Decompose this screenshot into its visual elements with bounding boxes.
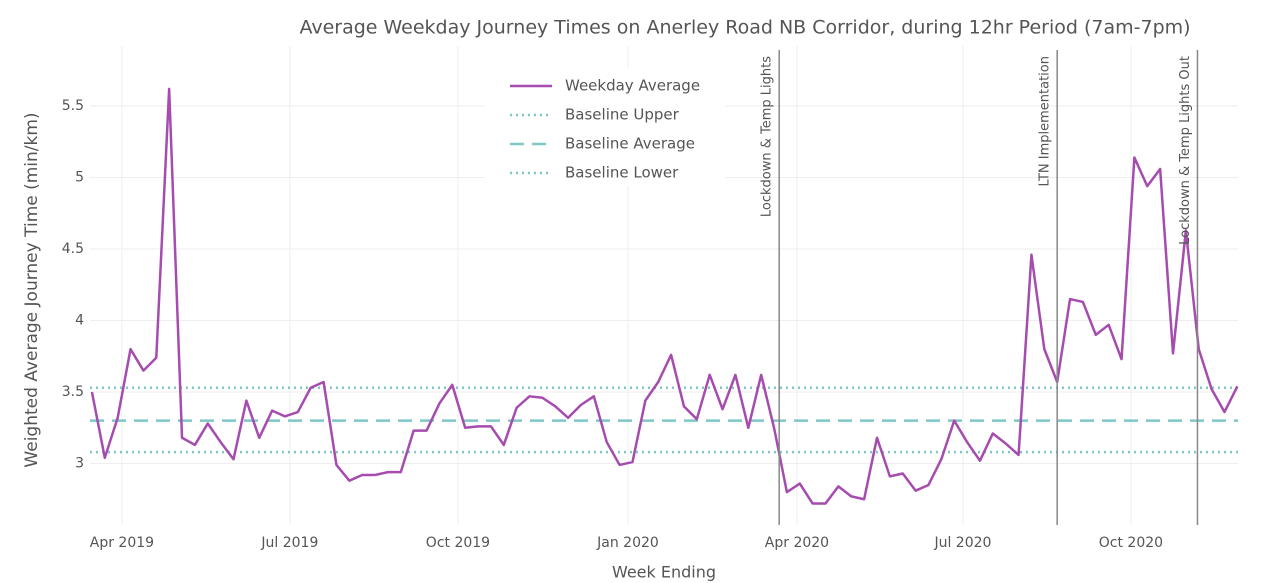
y-tick-label: 4 [75, 313, 84, 329]
y-tick-label: 3 [75, 456, 84, 472]
event-label: Lockdown & Temp Lights [760, 56, 775, 217]
data-line [90, 87, 1239, 505]
legend-label: Baseline Upper [565, 106, 680, 124]
x-tick-label: Jul 2020 [933, 535, 991, 551]
event-label: LTN Implementation [1038, 56, 1053, 186]
y-tick-label: 5.5 [62, 98, 84, 114]
x-tick-label: Oct 2020 [1099, 535, 1163, 551]
x-tick-label: Oct 2019 [426, 535, 490, 551]
x-tick-label: Jul 2019 [260, 535, 318, 551]
event-label: Lockdown & Temp Lights Out [1178, 56, 1193, 245]
legend-label: Baseline Average [565, 135, 695, 153]
chart-title: Average Weekday Journey Times on Anerley… [299, 17, 1190, 39]
x-tick-label: Jan 2020 [596, 535, 659, 551]
legend-label: Weekday Average [565, 77, 700, 95]
y-axis-label: Weighted Average Journey Time (min/km) [22, 112, 42, 467]
legend-label: Baseline Lower [565, 164, 679, 182]
legend-box [485, 68, 725, 186]
y-tick-label: 3.5 [62, 384, 84, 400]
y-tick-label: 4.5 [62, 241, 84, 257]
x-tick-label: Apr 2019 [90, 535, 154, 551]
x-axis-label: Week Ending [612, 563, 716, 582]
x-tick-label: Apr 2020 [765, 535, 829, 551]
y-tick-label: 5 [75, 170, 84, 186]
